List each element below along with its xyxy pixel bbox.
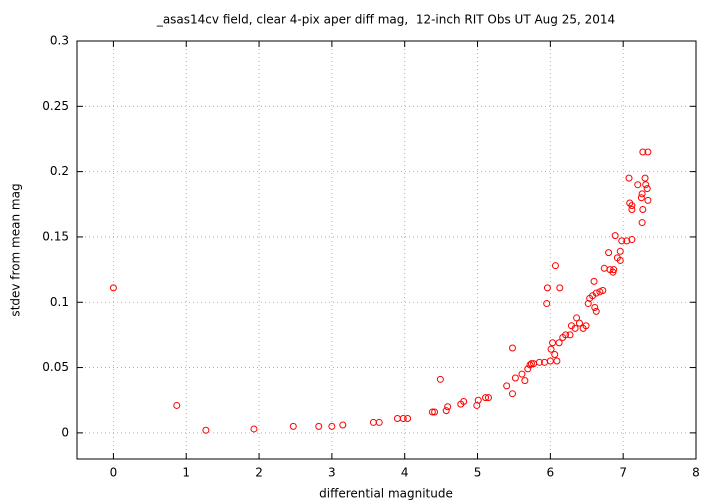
- point: [551, 262, 559, 270]
- y-tick-label: 0.2: [50, 164, 69, 178]
- point: [431, 408, 439, 416]
- point: [399, 415, 407, 423]
- point: [625, 174, 633, 182]
- point: [442, 407, 450, 415]
- y-tick-label: 0.25: [42, 99, 69, 113]
- point: [641, 174, 649, 182]
- x-tick-label: 4: [401, 466, 409, 480]
- point: [566, 331, 574, 339]
- point: [605, 249, 613, 257]
- point: [623, 237, 631, 245]
- chart-title: _asas14cv field, clear 4-pix aper diff m…: [156, 13, 615, 27]
- point: [460, 398, 468, 406]
- point: [549, 339, 557, 347]
- plot-frame: [76, 40, 697, 460]
- x-tick-label: 1: [182, 466, 190, 480]
- point: [599, 286, 607, 294]
- point: [315, 422, 323, 430]
- point: [628, 202, 636, 210]
- point: [109, 284, 117, 292]
- point: [556, 284, 564, 292]
- point: [436, 375, 444, 383]
- point: [547, 345, 555, 353]
- point: [484, 394, 492, 402]
- x-tick-label: 3: [328, 466, 336, 480]
- y-tick-label: 0.15: [42, 229, 69, 243]
- x-tick-label: 2: [255, 466, 263, 480]
- x-tick-label: 0: [110, 466, 118, 480]
- point: [618, 237, 626, 245]
- point: [611, 232, 619, 240]
- point: [644, 148, 652, 156]
- point: [628, 236, 636, 244]
- point: [592, 289, 600, 297]
- point: [535, 358, 543, 366]
- point: [639, 148, 647, 156]
- point: [526, 361, 534, 369]
- point: [444, 403, 452, 411]
- y-tick-label: 0.05: [42, 360, 69, 374]
- point: [643, 185, 651, 193]
- point: [518, 370, 526, 378]
- point: [634, 181, 642, 189]
- point: [543, 284, 551, 292]
- point: [590, 277, 598, 285]
- point: [393, 415, 401, 423]
- point: [573, 314, 581, 322]
- y-tick-label: 0.1: [50, 295, 69, 309]
- point: [508, 390, 516, 398]
- point: [638, 190, 646, 198]
- point: [474, 396, 482, 404]
- point: [642, 181, 650, 189]
- point: [639, 206, 647, 214]
- y-tick-label: 0.3: [50, 34, 69, 48]
- point: [600, 264, 608, 272]
- point: [616, 256, 624, 264]
- point: [428, 408, 436, 416]
- point: [482, 394, 490, 402]
- point: [521, 377, 529, 385]
- x-tick-label: 6: [547, 466, 555, 480]
- point: [592, 307, 600, 315]
- point: [571, 324, 579, 332]
- point: [555, 339, 563, 347]
- point: [553, 357, 561, 365]
- point: [628, 206, 636, 214]
- point: [575, 319, 583, 327]
- y-tick-label: 0: [61, 425, 69, 439]
- x-axis-label: differential magnitude: [319, 487, 453, 501]
- point: [404, 415, 412, 423]
- point: [637, 194, 645, 202]
- point: [524, 365, 532, 373]
- point: [582, 322, 590, 330]
- point: [375, 418, 383, 426]
- point: [546, 357, 554, 365]
- point: [339, 421, 347, 429]
- point: [173, 401, 181, 409]
- point: [369, 418, 377, 426]
- point: [610, 266, 618, 274]
- x-tick-label: 5: [474, 466, 482, 480]
- x-tick-label: 8: [692, 466, 700, 480]
- point: [508, 344, 516, 352]
- point: [289, 422, 297, 430]
- point: [562, 331, 570, 339]
- x-tick-label: 7: [619, 466, 627, 480]
- point: [527, 360, 535, 368]
- point: [503, 382, 511, 390]
- point: [543, 300, 551, 308]
- point: [511, 374, 519, 382]
- point: [250, 425, 258, 433]
- point: [616, 247, 624, 255]
- point: [644, 196, 652, 204]
- point: [202, 426, 210, 434]
- point: [551, 351, 559, 358]
- y-axis-label: stdev from mean mag: [9, 183, 23, 316]
- point: [591, 303, 599, 311]
- point: [328, 422, 336, 430]
- point: [638, 219, 646, 227]
